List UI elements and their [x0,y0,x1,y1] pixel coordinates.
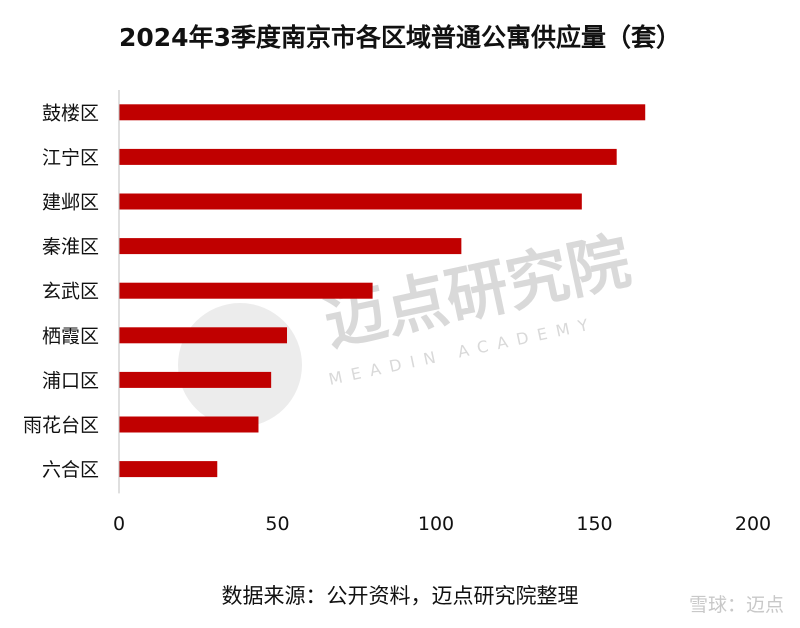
bar [119,416,259,433]
category-label: 六合区 [42,459,99,481]
bar [119,327,288,344]
bar [119,371,272,388]
x-tick-label: 0 [113,513,125,535]
x-tick-labels: 0 50 100 150 200 [113,513,771,535]
category-label: 玄武区 [42,281,99,303]
bar [119,461,218,478]
category-label: 秦淮区 [42,236,99,258]
x-tick-label: 200 [735,513,771,535]
category-label: 浦口区 [42,370,99,392]
category-label: 栖霞区 [42,325,99,347]
x-tick-label: 50 [265,513,289,535]
category-label: 建邺区 [42,192,99,214]
bar [119,193,582,210]
x-tick-label: 100 [418,513,454,535]
watermark-logo-mark [178,303,302,427]
category-label: 江宁区 [42,147,99,169]
watermark: 迈点研究院 MEADIN ACADEMY [178,224,636,427]
bar [119,104,646,121]
source-note: 数据来源：公开资料，迈点研究院整理 [221,584,579,608]
x-tick-label: 150 [576,513,612,535]
watermark-brand: 雪球：迈点 [688,594,784,616]
bar [119,148,617,165]
bars [119,104,646,478]
chart-title: 2024年3季度南京市各区域普通公寓供应量（套） [119,23,681,52]
bar [119,282,373,299]
bar [119,238,462,255]
category-label: 雨花台区 [23,415,99,437]
category-label: 鼓楼区 [42,102,99,124]
